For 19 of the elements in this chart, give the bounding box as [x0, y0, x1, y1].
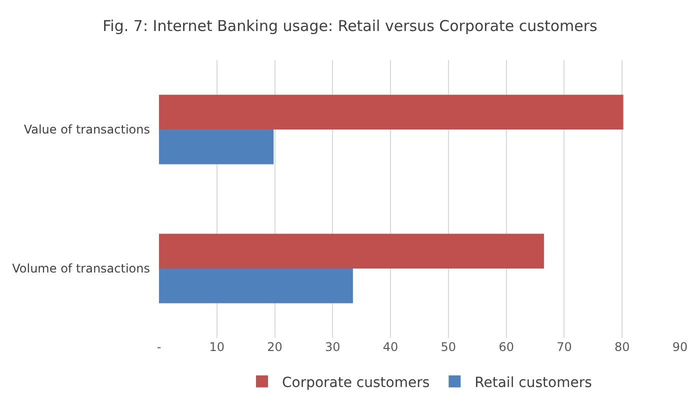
bar [159, 130, 274, 164]
x-tick-label: 70 [556, 340, 572, 354]
bar [159, 268, 353, 304]
x-tick-label: 30 [325, 340, 340, 354]
chart-title: Fig. 7: Internet Banking usage: Retail versus Corporate customers [102, 17, 598, 35]
x-tick-label: 80 [614, 340, 630, 354]
legend-label: Corporate customers [282, 374, 430, 391]
y-tick-label: Value of transactions [24, 122, 150, 137]
x-tick-label: 50 [440, 340, 456, 354]
x-tick-label: 20 [267, 340, 282, 354]
bar [159, 94, 624, 130]
x-tick-label: - [156, 340, 162, 354]
legend-label: Retail customers [474, 374, 592, 391]
x-tick-label: 90 [672, 340, 688, 354]
x-tick-label: 40 [382, 340, 398, 354]
bar [159, 234, 544, 268]
y-tick-label: Volume of transactions [12, 262, 150, 276]
x-tick-label: 10 [209, 340, 225, 354]
x-tick-label: 60 [498, 340, 514, 354]
